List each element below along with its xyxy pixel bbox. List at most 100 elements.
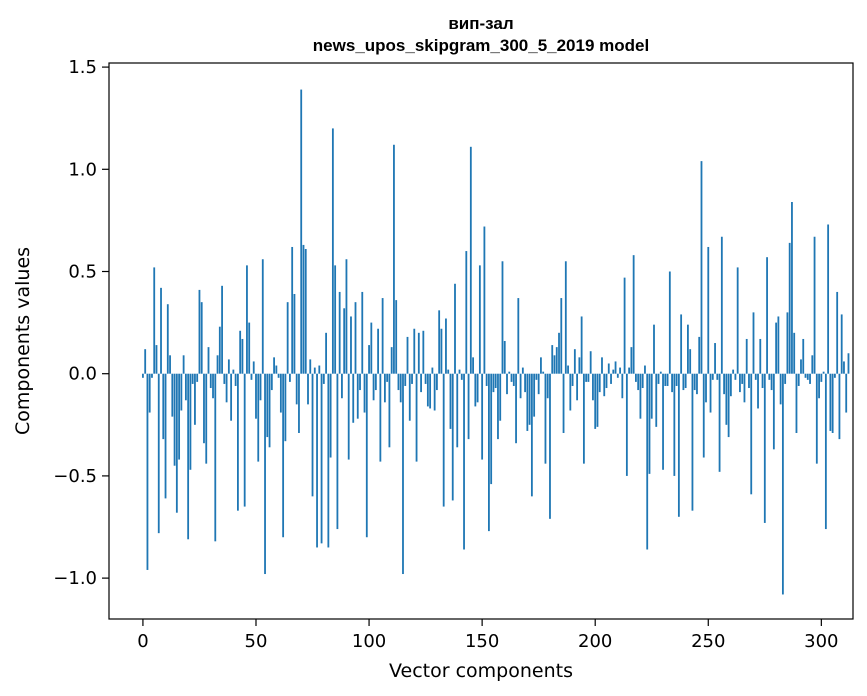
- bar: [770, 373, 773, 391]
- bar: [578, 357, 581, 374]
- bar: [436, 373, 438, 391]
- bar: [705, 373, 707, 403]
- bar: [259, 373, 262, 401]
- bar: [178, 373, 181, 460]
- y-tick-label: 1.5: [68, 57, 97, 78]
- bar: [171, 373, 174, 417]
- bar: [729, 373, 732, 397]
- bar: [227, 359, 230, 374]
- bar: [494, 373, 497, 389]
- bar: [530, 373, 533, 497]
- bar: [445, 318, 447, 374]
- bar: [702, 373, 705, 458]
- bar: [748, 373, 750, 389]
- bar: [546, 373, 549, 399]
- bar: [316, 373, 318, 548]
- bar: [243, 373, 246, 507]
- y-tick-label: 0.0: [68, 364, 97, 385]
- bar: [646, 373, 649, 550]
- bar: [417, 332, 420, 374]
- chart-title-line2: news_upos_skipgram_300_5_2019 model: [313, 36, 649, 55]
- bar: [447, 369, 450, 374]
- bar: [736, 267, 739, 374]
- bar: [277, 373, 280, 378]
- bar: [160, 287, 162, 374]
- bar: [284, 373, 287, 442]
- bar: [603, 373, 606, 397]
- bar: [248, 322, 251, 374]
- bar: [347, 373, 350, 460]
- bar: [497, 373, 499, 440]
- bar: [289, 373, 291, 382]
- bar: [463, 373, 465, 550]
- bar: [426, 373, 429, 407]
- bar: [264, 373, 266, 575]
- bar: [408, 373, 411, 421]
- bar: [537, 373, 540, 395]
- bar: [614, 361, 617, 374]
- x-tick-label: 50: [245, 631, 268, 652]
- bar: [173, 373, 176, 466]
- bar: [754, 373, 757, 380]
- bar: [221, 285, 223, 374]
- bar: [585, 373, 588, 382]
- bar: [752, 312, 755, 374]
- bar: [535, 373, 538, 380]
- bar: [635, 373, 637, 382]
- bar: [508, 371, 511, 374]
- x-axis-label: Vector components: [389, 660, 573, 682]
- bar: [433, 373, 436, 411]
- bar: [526, 373, 529, 431]
- bar: [146, 373, 149, 570]
- bar: [540, 357, 542, 374]
- plot-frame: [108, 62, 854, 620]
- bar: [616, 373, 619, 378]
- bar: [553, 355, 556, 374]
- bar: [205, 373, 208, 464]
- bar: [829, 373, 832, 431]
- bar: [587, 373, 590, 382]
- bar: [404, 373, 407, 386]
- bar: [720, 236, 723, 374]
- bar: [485, 373, 488, 386]
- x-tick-label: 300: [804, 631, 838, 652]
- bar: [768, 373, 771, 380]
- bar: [488, 373, 490, 532]
- bar: [379, 373, 382, 462]
- bar: [562, 373, 565, 433]
- bar: [352, 373, 355, 423]
- bar: [811, 355, 814, 374]
- bar: [431, 367, 434, 374]
- bar: [564, 261, 567, 374]
- bar: [598, 373, 601, 393]
- bar: [354, 302, 357, 374]
- bar: [727, 373, 730, 438]
- bar: [687, 324, 689, 374]
- bar: [693, 373, 696, 391]
- bar: [797, 373, 800, 386]
- bar: [345, 259, 348, 374]
- bar: [241, 338, 244, 374]
- bar: [551, 345, 554, 374]
- bar: [573, 349, 576, 374]
- bar: [560, 298, 563, 374]
- bar: [218, 326, 221, 374]
- bar: [184, 373, 187, 401]
- bar: [580, 316, 583, 374]
- bar: [350, 316, 352, 374]
- bar: [302, 244, 305, 374]
- bar: [166, 304, 169, 374]
- bar: [191, 373, 194, 384]
- bar: [800, 359, 802, 374]
- bar: [831, 373, 834, 433]
- bar: [451, 373, 454, 501]
- bar: [307, 373, 309, 405]
- bar: [182, 355, 185, 374]
- bar: [592, 373, 594, 401]
- bar: [422, 330, 425, 374]
- bar: [847, 353, 850, 374]
- bar: [639, 373, 642, 419]
- bar: [246, 265, 248, 374]
- bar: [381, 298, 384, 374]
